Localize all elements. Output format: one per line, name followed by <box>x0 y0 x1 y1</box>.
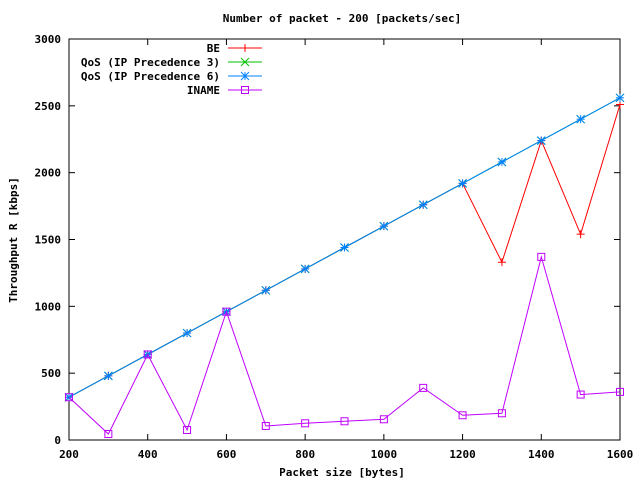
legend-label: QoS (IP Precedence 6) <box>81 70 220 83</box>
data-point <box>301 419 310 428</box>
data-point <box>537 252 546 261</box>
legend-entry: BE <box>207 42 262 55</box>
data-point <box>183 425 192 434</box>
x-tick-label: 800 <box>295 448 315 461</box>
series-group <box>64 93 625 438</box>
data-point <box>65 393 73 402</box>
data-point <box>497 409 506 418</box>
series-3 <box>65 252 624 438</box>
plot-frame <box>68 38 621 441</box>
x-axis-label: Packet size [bytes] <box>279 466 405 479</box>
data-point <box>182 328 192 338</box>
data-point <box>261 421 270 430</box>
data-point <box>418 200 428 210</box>
y-tick-label: 3000 <box>35 33 62 46</box>
data-point <box>379 221 389 231</box>
y-axis-label: Throughput R [kbps] <box>7 177 20 303</box>
legend-entry: QoS (IP Precedence 3) <box>81 56 262 69</box>
legend-entry: QoS (IP Precedence 6) <box>81 70 262 83</box>
legend-marker <box>240 71 250 81</box>
legend-label: QoS (IP Precedence 3) <box>81 56 220 69</box>
y-tick-label: 1000 <box>35 300 62 313</box>
legend-marker <box>241 86 249 94</box>
series-line <box>68 254 621 435</box>
legend-entry: INAME <box>187 84 262 97</box>
x-tick-label: 200 <box>59 448 79 461</box>
data-point <box>458 179 467 188</box>
legend-label: INAME <box>187 84 220 97</box>
data-point <box>379 415 388 424</box>
data-point <box>497 258 506 267</box>
legend-marker <box>240 57 250 67</box>
x-tick-label: 600 <box>216 448 236 461</box>
x-tick-label: 400 <box>138 448 158 461</box>
data-point <box>616 387 624 396</box>
data-point <box>222 307 231 316</box>
data-point <box>300 264 310 274</box>
legend-marker <box>241 44 249 52</box>
chart-title: Number of packet - 200 [packets/sec] <box>223 12 461 25</box>
data-point <box>143 350 152 359</box>
data-point <box>576 390 585 399</box>
axes: 200 400 600 800 1000 1200 1400 1600 0 500 1000 1500… <box>35 33 634 461</box>
data-point <box>497 157 507 167</box>
data-point <box>458 411 467 420</box>
y-tick-label: 0 <box>54 434 61 447</box>
data-point <box>104 371 113 381</box>
data-point <box>340 243 349 252</box>
data-point <box>340 417 349 426</box>
data-point <box>419 383 428 392</box>
data-point <box>615 93 625 103</box>
data-point <box>616 100 624 109</box>
y-tick-label: 1500 <box>35 234 62 247</box>
data-point <box>576 114 585 124</box>
legend-label: BE <box>207 42 220 55</box>
x-tick-label: 1600 <box>607 448 634 461</box>
data-point <box>576 230 585 239</box>
series-2 <box>64 93 625 402</box>
x-tick-label: 1000 <box>371 448 398 461</box>
data-point <box>104 429 113 438</box>
y-tick-label: 2500 <box>35 100 62 113</box>
data-point <box>261 285 271 295</box>
y-tick-label: 500 <box>41 367 61 380</box>
x-tick-label: 1400 <box>528 448 555 461</box>
data-point <box>536 136 546 145</box>
x-tick-label: 1200 <box>449 448 476 461</box>
y-tick-label: 2000 <box>35 167 62 180</box>
